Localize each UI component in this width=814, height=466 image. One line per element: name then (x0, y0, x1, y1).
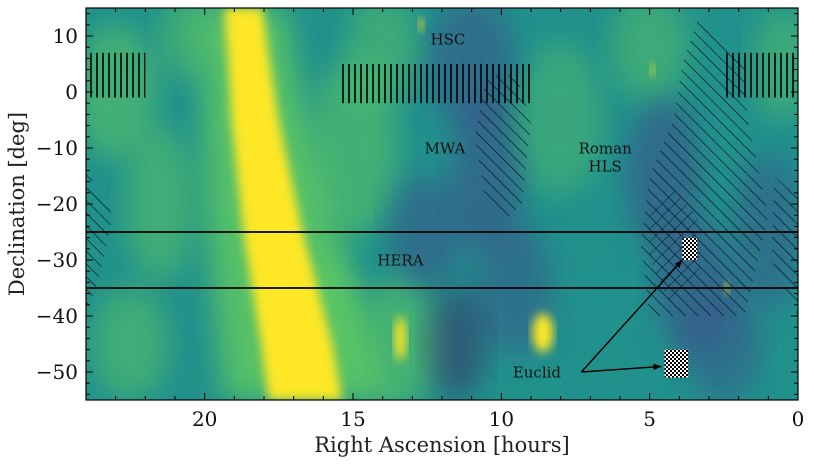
y-axis-label: Declination [deg] (5, 112, 29, 296)
roman-deep-overlap (649, 187, 701, 305)
y-tick-label-0: 0 (65, 80, 78, 104)
mwa-footprint (474, 75, 531, 221)
axes: 20 15 10 5 0 10 0 −10 −20 −30 −40 −50 Right Ascensio… (5, 7, 805, 457)
label-hera-line-0: HERA (377, 252, 423, 270)
roman-hls-footprint-east (771, 176, 798, 316)
x-tick-label-0: 0 (792, 407, 805, 431)
y-tick-label--40: −40 (36, 304, 78, 328)
euclid-deep-field-1 (664, 349, 689, 378)
label-hsc: HSC (431, 30, 466, 48)
euclid-arrows (580, 259, 683, 373)
label-mwa: MWA (425, 140, 466, 158)
x-tick-label-15: 15 (340, 407, 365, 431)
y-tick-label--50: −50 (36, 360, 78, 384)
euclid-arrow-shaft-0 (580, 259, 683, 373)
bright-source-3 (650, 62, 656, 77)
bright-source-2 (418, 18, 425, 32)
survey-footprints (86, 13, 798, 378)
y-tick-label--20: −20 (36, 192, 78, 216)
roman-hls-footprint-west (86, 170, 113, 316)
y-tick-label--30: −30 (36, 248, 78, 272)
galactic-plane-core (224, 8, 343, 400)
x-tick-label-5: 5 (643, 407, 656, 431)
hera-band-lines (86, 231, 798, 289)
label-euclid-line-0: Euclid (513, 364, 562, 382)
label-mwa-line-0: MWA (425, 140, 466, 158)
euclid-deep-field-0 (682, 237, 698, 260)
label-euclid: Euclid (513, 364, 562, 382)
sky-texture-21 (427, 288, 487, 400)
euclid-arrow-shaft-1 (581, 365, 662, 373)
euclid-arrow-head-0 (674, 260, 683, 269)
x-tick-label-10: 10 (489, 407, 514, 431)
bright-source-1 (532, 313, 554, 353)
sky-texture-1 (124, 125, 196, 283)
sky-texture-12 (611, 8, 689, 104)
label-roman: Roman HLS (579, 140, 632, 176)
euclid-arrow-head-1 (653, 363, 662, 371)
x-tick-label-20: 20 (192, 407, 217, 431)
x-axis-label: Right Ascension [hours] (314, 433, 570, 457)
label-roman-line-1: HLS (589, 158, 622, 176)
label-roman-line-0: Roman (579, 140, 632, 158)
y-tick-label-10: 10 (53, 24, 78, 48)
y-tick-label--10: −10 (36, 136, 78, 160)
label-hera: HERA (377, 252, 423, 270)
sky-texture-10 (519, 41, 603, 199)
sky-texture-2 (91, 288, 170, 400)
sky-texture-3 (308, 58, 398, 238)
label-hsc-line-0: HSC (431, 30, 466, 48)
hsc-footprint-0 (86, 52, 146, 98)
bright-source-0 (394, 316, 407, 361)
survey-labels: HSC MWA Roman HLS HERA Euclid (377, 30, 632, 381)
sky-texture-20 (581, 288, 659, 400)
